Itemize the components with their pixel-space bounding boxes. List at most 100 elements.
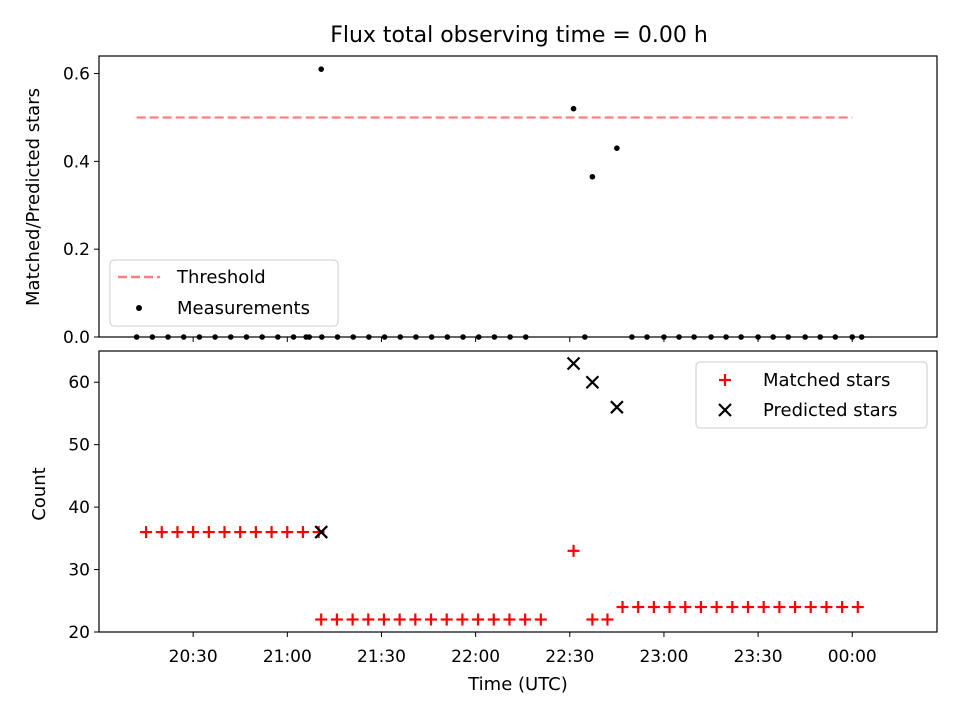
y-tick-label: 40	[68, 498, 90, 518]
matched-star-point	[409, 613, 422, 626]
legend-measurements-swatch	[136, 305, 142, 311]
y-tick-label: 0.2	[63, 240, 90, 260]
matched-star-point	[393, 613, 406, 626]
matched-star-point	[647, 601, 660, 614]
bottom-y-ticks: 20 30 40 50 60	[68, 373, 99, 643]
matched-star-point	[586, 613, 599, 626]
predicted-star-point	[585, 375, 600, 390]
top-legend: Threshold Measurements	[109, 259, 339, 327]
matched-star-point	[616, 601, 629, 614]
matched-star-point	[851, 601, 864, 614]
legend-predicted-label: Predicted stars	[763, 400, 897, 421]
matched-star-point	[836, 601, 849, 614]
predicted-x-b	[585, 375, 600, 390]
top-y-ticks: 0.0 0.2 0.4 0.6	[63, 65, 99, 348]
matched-star-point	[425, 613, 438, 626]
matched-star-point	[281, 526, 294, 539]
matched-star-point	[346, 613, 359, 626]
bottom-plot-marks	[140, 356, 864, 626]
y-tick-label: 60	[68, 373, 90, 393]
matched-star-point	[456, 613, 469, 626]
matched-star-point	[249, 526, 262, 539]
predicted-star-point	[566, 356, 581, 371]
matched-star-point	[534, 613, 547, 626]
matched-star-point	[234, 526, 247, 539]
matched-star-point	[804, 601, 817, 614]
top-panel: 0.0 0.2 0.4 0.6 Matched/Predicted stars Thr…	[23, 55, 938, 348]
matched-star-point	[757, 601, 770, 614]
x-tick-label: 22:00	[451, 647, 500, 667]
legend-matched-label: Matched stars	[763, 370, 890, 391]
x-tick-label: 00:00	[828, 647, 877, 667]
y-tick-label: 30	[68, 561, 90, 581]
legend-predicted-swatch	[718, 403, 732, 417]
predicted-star-point	[610, 400, 624, 414]
matched-star-point	[315, 613, 328, 626]
x-tick-label: 23:00	[639, 647, 688, 667]
x-tick-label: 20:30	[169, 647, 218, 667]
matched-star-point	[187, 526, 200, 539]
bottom-panel: 20 30 40 50 60 20:30 21:00 21:30 22:00 22:30 23:0…	[29, 350, 938, 695]
matched-star-point	[265, 526, 278, 539]
matched-star-point	[330, 613, 343, 626]
bottom-legend: Matched stars Predicted stars	[695, 361, 928, 429]
x-tick-label: 23:30	[734, 647, 783, 667]
matched-star-point	[487, 613, 500, 626]
x-tick-label: 21:00	[263, 647, 312, 667]
y-tick-label: 0.0	[63, 328, 90, 348]
matched-star-point	[171, 526, 184, 539]
measurement-point	[614, 145, 620, 152]
matched-star-point	[202, 526, 215, 539]
predicted-x-b	[610, 400, 624, 414]
top-y-axis-label: Matched/Predicted stars	[23, 88, 44, 306]
legend-measurements-label: Measurements	[177, 298, 310, 319]
matched-star-point	[820, 601, 833, 614]
top-legend-box	[109, 259, 339, 327]
y-tick-label: 0.6	[63, 65, 90, 85]
matched-star-point	[519, 613, 532, 626]
bottom-y-axis-label: Count	[29, 467, 50, 520]
x-tick-label: 21:30	[357, 647, 406, 667]
legend-matched-swatch	[719, 374, 731, 386]
measurement-point	[589, 173, 596, 180]
y-tick-label: 20	[68, 623, 90, 643]
chart-title: Flux total observing time = 0.00 h	[330, 23, 708, 48]
top-x-ticks	[192, 337, 853, 342]
matched-star-point	[362, 613, 375, 626]
bottom-legend-box	[695, 361, 928, 429]
measurement-point	[570, 105, 577, 112]
x-tick-label: 22:30	[545, 647, 594, 667]
matched-star-point	[742, 601, 755, 614]
matched-star-point	[218, 526, 231, 539]
top-axes-frame	[98, 55, 938, 338]
matched-star-point	[296, 526, 309, 539]
predicted-x-b	[566, 356, 581, 371]
predicted-x-b	[314, 525, 328, 539]
matched-star-point	[440, 613, 453, 626]
predicted-star-point	[314, 525, 328, 539]
matched-star-point	[679, 601, 692, 614]
matched-star-point	[601, 613, 614, 626]
legend-threshold-label: Threshold	[176, 267, 266, 288]
matched-star-point	[377, 613, 390, 626]
matched-star-point	[155, 526, 168, 539]
matched-star-point	[773, 601, 786, 614]
matched-star-point	[789, 601, 802, 614]
matched-star-point	[632, 601, 645, 614]
matched-star-point	[694, 601, 707, 614]
bottom-x-ticks: 20:30 21:00 21:30 22:00 22:30 23:00 23:30 00:00	[169, 632, 877, 667]
matched-star-point	[503, 613, 516, 626]
matched-star-point	[567, 544, 580, 557]
matched-star-point	[726, 601, 739, 614]
matched-star-point	[140, 526, 153, 539]
x-axis-label: Time (UTC)	[467, 674, 568, 695]
matched-star-point	[472, 613, 485, 626]
y-tick-label: 50	[68, 436, 90, 456]
matched-star-point	[710, 601, 723, 614]
bottom-axes-frame	[98, 350, 938, 633]
measurement-point	[318, 66, 325, 72]
y-tick-label: 0.4	[63, 152, 90, 172]
matched-star-point	[663, 601, 676, 614]
